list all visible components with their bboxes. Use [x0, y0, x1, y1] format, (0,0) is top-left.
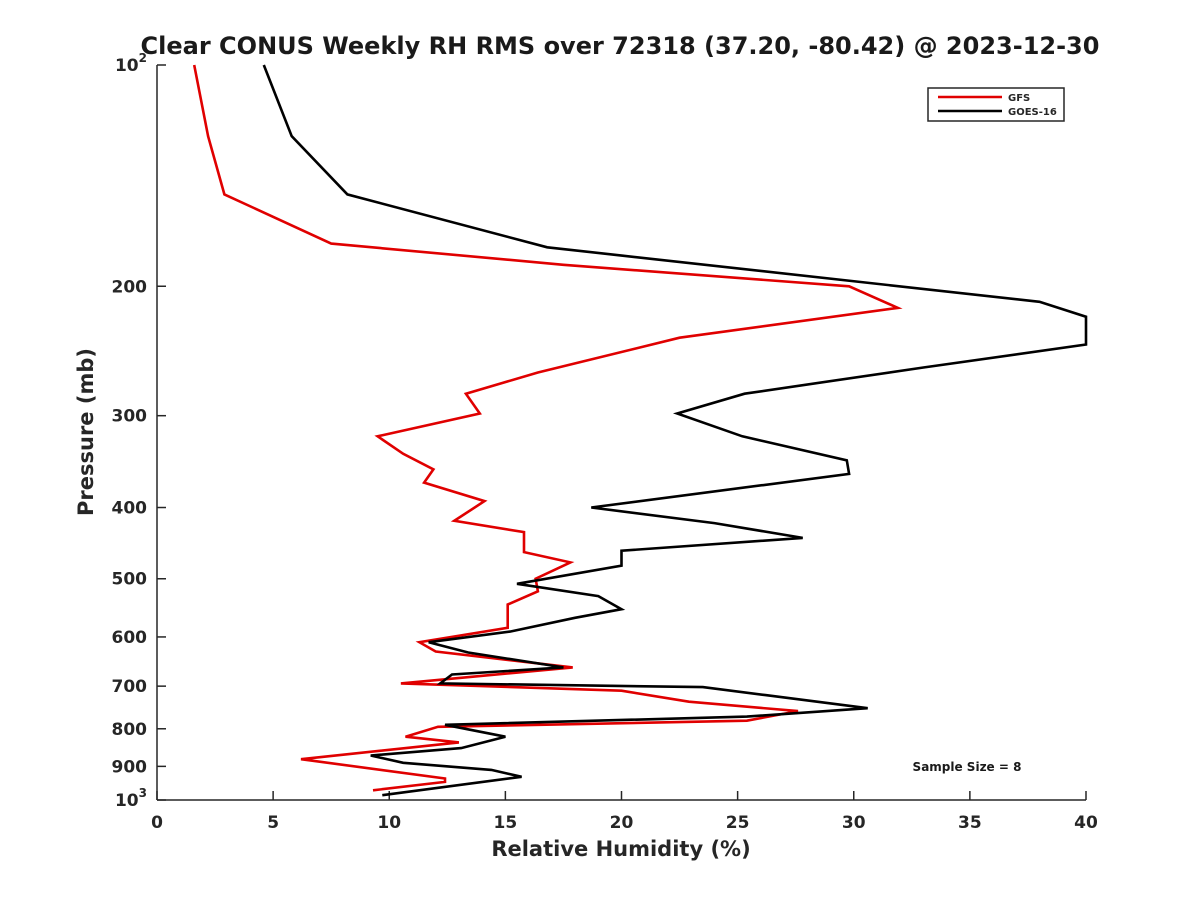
y-tick-label: 200 — [112, 277, 148, 297]
legend-box — [927, 87, 1065, 122]
legend-label-goes16: GOES-16 — [1008, 107, 1057, 118]
x-tick-label: 15 — [494, 813, 518, 833]
y-tick-label: 500 — [112, 570, 148, 590]
y-tick-label: 700 — [112, 677, 148, 697]
y-tick-label: 800 — [112, 720, 148, 740]
x-tick-label: 20 — [610, 813, 634, 833]
x-tick-label: 0 — [151, 813, 163, 833]
legend-label-gfs: GFS — [1008, 93, 1030, 104]
y-tick-label-exponent: 3 — [139, 786, 147, 800]
y-tick-label: 300 — [112, 407, 148, 427]
x-tick-label: 40 — [1074, 813, 1098, 833]
y-tick-label: 102 — [115, 51, 147, 76]
y-tick-label-base: 10 — [115, 791, 139, 811]
y-tick-label: 400 — [112, 499, 148, 519]
y-tick-label-exponent: 2 — [139, 51, 147, 65]
x-tick-label: 30 — [842, 813, 866, 833]
x-tick-label: 25 — [726, 813, 750, 833]
chart-title: Clear CONUS Weekly RH RMS over 72318 (37… — [141, 32, 1100, 60]
y-tick-label: 900 — [112, 757, 148, 777]
x-tick-label: 5 — [267, 813, 279, 833]
x-tick-label: 35 — [958, 813, 982, 833]
legend: GFS GOES-16 — [927, 87, 1065, 122]
axes: 0 5 10 15 20 25 30 35 40102200300400500600700800… — [112, 51, 1098, 833]
x-tick-label: 10 — [377, 813, 401, 833]
y-tick-label-base: 10 — [115, 56, 139, 76]
y-tick-label: 103 — [115, 786, 147, 811]
y-axis-label: Pressure (mb) — [74, 348, 98, 516]
x-axis-label: Relative Humidity (%) — [491, 837, 750, 861]
series-line-goes16 — [262, 64, 1088, 797]
y-tick-label: 600 — [112, 628, 148, 648]
series-layer — [192, 64, 1088, 797]
sample-size-annotation: Sample Size = 8 — [913, 760, 1022, 774]
